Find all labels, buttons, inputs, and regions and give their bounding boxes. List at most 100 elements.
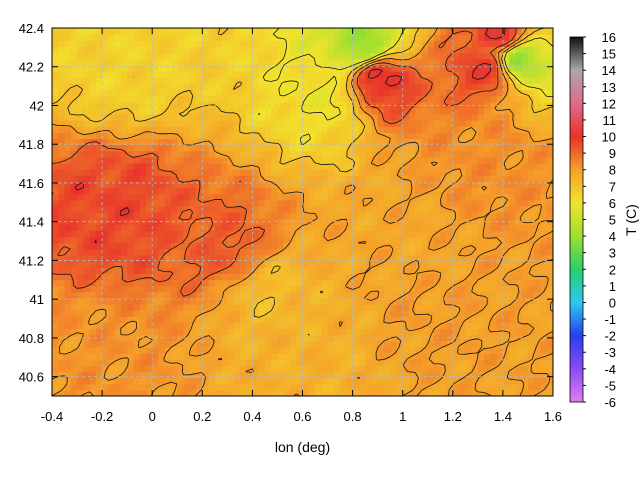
heatmap-cell bbox=[133, 242, 141, 250]
heatmap-cell bbox=[308, 132, 316, 139]
heatmap-cell bbox=[415, 371, 423, 379]
heatmap-cell bbox=[252, 181, 260, 189]
heatmap-cell bbox=[540, 162, 548, 170]
heatmap-cell bbox=[515, 28, 523, 35]
heatmap-cell bbox=[352, 212, 360, 219]
heatmap-cell bbox=[239, 334, 247, 342]
heatmap-cell bbox=[139, 107, 147, 115]
heatmap-cell bbox=[208, 138, 216, 146]
heatmap-cell bbox=[377, 359, 385, 366]
heatmap-cell bbox=[340, 28, 347, 35]
heatmap-cell bbox=[434, 340, 441, 348]
heatmap-cell bbox=[408, 52, 416, 60]
heatmap-cell bbox=[390, 334, 398, 342]
heatmap-cell bbox=[383, 261, 391, 268]
heatmap-cell bbox=[315, 101, 322, 109]
heatmap-cell bbox=[70, 58, 78, 66]
heatmap-cell bbox=[371, 310, 379, 317]
heatmap-cell bbox=[277, 28, 285, 35]
heatmap-cell bbox=[315, 193, 322, 201]
heatmap-cell bbox=[346, 383, 354, 391]
heatmap-cell bbox=[415, 328, 423, 336]
heatmap-cell bbox=[484, 162, 491, 170]
heatmap-cell bbox=[221, 389, 228, 396]
heatmap-cell bbox=[120, 77, 128, 84]
heatmap-cell bbox=[358, 162, 366, 170]
heatmap-cell bbox=[421, 389, 429, 396]
heatmap-cell bbox=[446, 261, 454, 268]
heatmap-cell bbox=[509, 199, 517, 207]
heatmap-cell bbox=[296, 113, 304, 121]
heatmap-cell bbox=[296, 144, 304, 152]
heatmap-cell bbox=[271, 205, 279, 213]
heatmap-cell bbox=[258, 254, 266, 262]
heatmap-cell bbox=[396, 46, 404, 54]
heatmap-cell bbox=[170, 285, 178, 293]
heatmap-cell bbox=[158, 150, 166, 158]
heatmap-cell bbox=[515, 359, 523, 366]
heatmap-cell bbox=[365, 340, 372, 348]
heatmap-cell bbox=[246, 248, 253, 256]
heatmap-cell bbox=[108, 285, 116, 293]
heatmap-cell bbox=[509, 383, 517, 391]
heatmap-cell bbox=[145, 346, 153, 354]
heatmap-cell bbox=[77, 64, 84, 72]
heatmap-cell bbox=[233, 261, 241, 268]
heatmap-cell bbox=[252, 28, 260, 35]
heatmap-cell bbox=[333, 328, 341, 336]
heatmap-cell bbox=[346, 34, 354, 41]
heatmap-cell bbox=[133, 267, 141, 274]
heatmap-cell bbox=[515, 218, 523, 225]
heatmap-cell bbox=[540, 389, 548, 396]
heatmap-cell bbox=[183, 383, 191, 391]
heatmap-cell bbox=[296, 101, 304, 109]
heatmap-cell bbox=[177, 273, 185, 281]
heatmap-cell bbox=[183, 107, 191, 115]
heatmap-cell bbox=[246, 389, 253, 396]
heatmap-cell bbox=[170, 304, 178, 311]
heatmap-cell bbox=[114, 346, 122, 354]
heatmap-cell bbox=[264, 212, 272, 219]
heatmap-cell bbox=[396, 64, 404, 72]
heatmap-cell bbox=[196, 224, 203, 231]
heatmap-cell bbox=[296, 359, 304, 366]
heatmap-cell bbox=[302, 353, 310, 360]
heatmap-cell bbox=[271, 58, 279, 66]
heatmap-cell bbox=[534, 212, 542, 219]
heatmap-cell bbox=[271, 126, 279, 133]
heatmap-cell bbox=[371, 193, 379, 201]
heatmap-cell bbox=[227, 218, 235, 225]
heatmap-cell bbox=[315, 40, 322, 47]
heatmap-cell bbox=[540, 371, 548, 379]
heatmap-cell bbox=[108, 150, 116, 158]
heatmap-cell bbox=[471, 40, 479, 47]
heatmap-cell bbox=[327, 34, 335, 41]
heatmap-cell bbox=[371, 218, 379, 225]
heatmap-cell bbox=[496, 316, 504, 323]
heatmap-cell bbox=[402, 187, 410, 195]
heatmap-cell bbox=[440, 89, 448, 97]
heatmap-cell bbox=[89, 101, 97, 109]
heatmap-cell bbox=[58, 353, 66, 360]
heatmap-cell bbox=[408, 236, 416, 244]
heatmap-cell bbox=[333, 58, 341, 66]
heatmap-cell bbox=[509, 248, 517, 256]
heatmap-cell bbox=[152, 107, 160, 115]
heatmap-cell bbox=[52, 150, 59, 158]
heatmap-cell bbox=[358, 340, 366, 348]
heatmap-cell bbox=[89, 359, 97, 366]
heatmap-cell bbox=[227, 162, 235, 170]
heatmap-cell bbox=[158, 138, 166, 146]
heatmap-cell bbox=[459, 150, 466, 158]
heatmap-cell bbox=[145, 304, 153, 311]
heatmap-cell bbox=[283, 89, 291, 97]
heatmap-cell bbox=[534, 52, 542, 60]
heatmap-cell bbox=[277, 273, 285, 281]
heatmap-cell bbox=[390, 254, 398, 262]
heatmap-cell bbox=[183, 120, 191, 127]
heatmap-cell bbox=[139, 291, 147, 299]
heatmap-cell bbox=[233, 156, 241, 164]
heatmap-cell bbox=[145, 175, 153, 182]
heatmap-cell bbox=[408, 46, 416, 54]
